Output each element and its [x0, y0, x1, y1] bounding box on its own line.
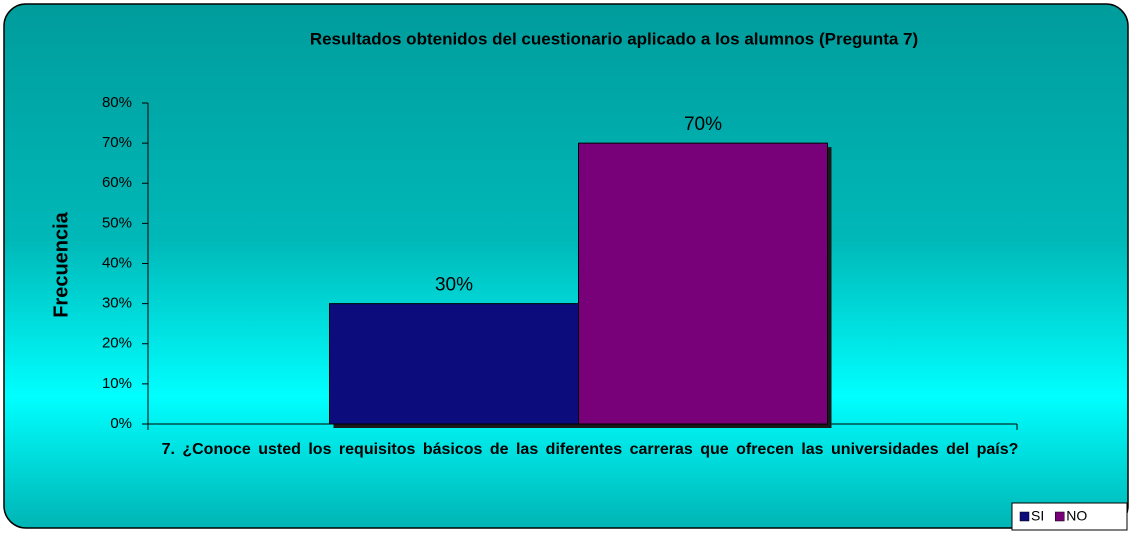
legend-label: SI: [1031, 508, 1044, 524]
value-label: 70%: [684, 114, 722, 135]
y-tick-label: 60%: [102, 174, 132, 191]
y-axis-label: Frecuencia: [50, 211, 72, 317]
x-category-label: 7. ¿Conoce usted los requisitos básicos …: [161, 441, 1019, 458]
bar: [329, 303, 579, 425]
bar: [578, 142, 828, 425]
y-tick-label: 20%: [102, 335, 132, 352]
chart-background: [3, 3, 1129, 529]
y-tick-label: 80%: [102, 94, 132, 111]
y-tick-label: 40%: [102, 254, 132, 271]
y-tick-label: 30%: [102, 295, 132, 312]
legend-box: [1011, 502, 1128, 531]
y-tick-label: 0%: [110, 415, 132, 432]
y-tick-label: 50%: [102, 214, 132, 231]
value-label: 30%: [435, 275, 473, 296]
y-tick-label: 70%: [102, 134, 132, 151]
legend-swatch: [1054, 511, 1065, 522]
chart-title: Resultados obtenidos del cuestionario ap…: [310, 29, 918, 48]
y-tick-label: 10%: [102, 375, 132, 392]
legend-label: NO: [1066, 508, 1087, 524]
legend-swatch: [1019, 511, 1030, 522]
